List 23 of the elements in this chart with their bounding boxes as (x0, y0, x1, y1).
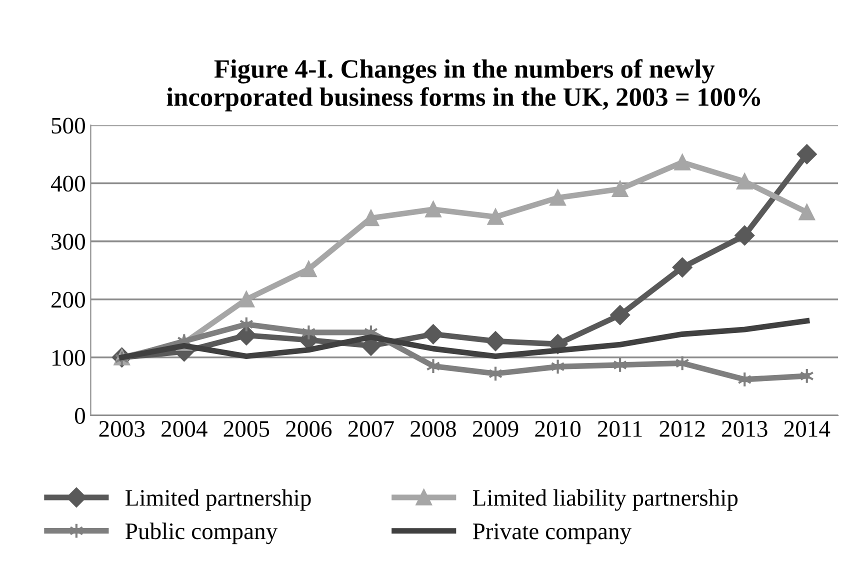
legend-label: Limited liability partnership (472, 489, 738, 511)
y-tick-label: 400 (50, 176, 85, 192)
x-tick-label: 2003 (99, 420, 145, 437)
x-tick-label: 2007 (348, 420, 394, 437)
y-tick-label: 200 (51, 292, 85, 308)
y-tick-label: 300 (52, 234, 85, 250)
x-tick-label: 2012 (660, 420, 705, 437)
y-tick-label: 0 (74, 408, 85, 424)
x-tick-label: 2006 (286, 420, 332, 437)
y-tick-label: 500 (52, 118, 85, 134)
legend-label: Private company (472, 523, 632, 544)
x-tick-label: 2010 (535, 420, 580, 437)
x-tick-label: 2013 (722, 420, 768, 437)
x-tick-label: 2008 (410, 420, 456, 437)
x-tick-label: 2011 (598, 420, 642, 437)
y-tick-label: 100 (52, 350, 85, 366)
x-tick-label: 2004 (162, 420, 208, 437)
x-tick-label: 2009 (472, 420, 518, 437)
x-tick-label: 2005 (224, 420, 270, 437)
x-tick-label: 2014 (784, 420, 830, 437)
legend-label: Public company (126, 522, 278, 544)
chart-title: Figure 4-I. Changes in the numbers of newly incorporated business forms in the UK, 2003 = 100% (166, 59, 760, 112)
legend-label: Limited partnership (126, 489, 311, 511)
